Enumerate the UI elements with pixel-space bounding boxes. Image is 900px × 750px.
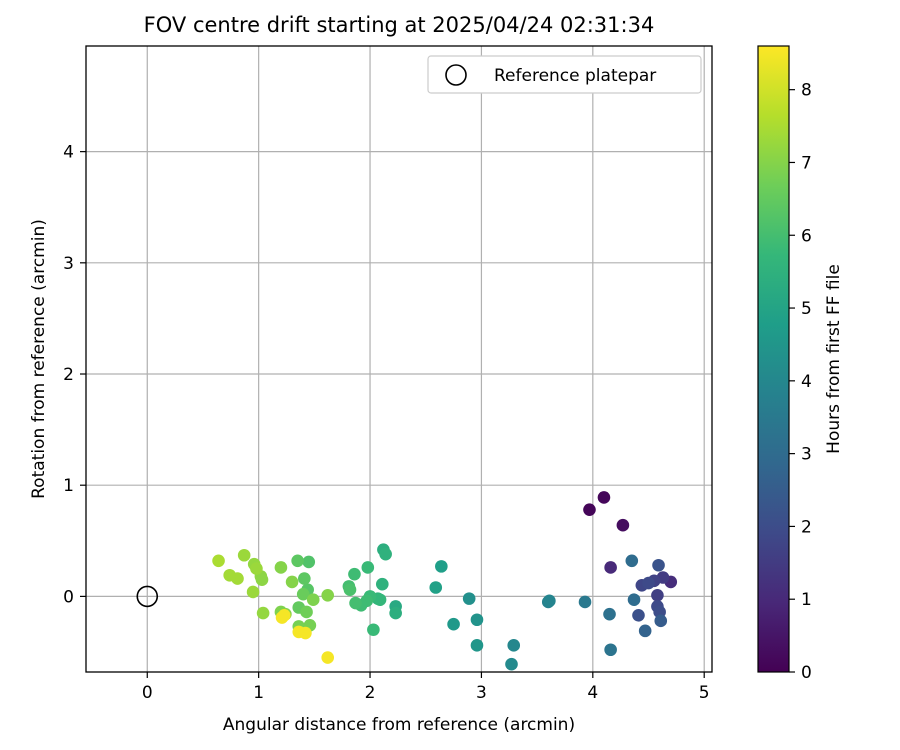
data-point xyxy=(470,639,484,652)
data-point xyxy=(505,657,518,671)
data-point xyxy=(250,562,263,575)
data-point xyxy=(373,593,387,607)
data-point xyxy=(652,558,665,572)
data-point xyxy=(578,595,592,609)
y-tick-label: 0 xyxy=(63,587,74,607)
data-point xyxy=(367,623,380,637)
grid-lines xyxy=(86,46,712,672)
data-point xyxy=(237,548,251,562)
reference-layer xyxy=(136,585,159,608)
data-point xyxy=(447,617,460,631)
x-axis-ticks: 0 1 2 3 4 5 xyxy=(142,672,710,703)
data-point xyxy=(274,561,288,574)
data-point xyxy=(507,639,521,652)
data-point xyxy=(212,554,225,568)
data-point xyxy=(285,575,299,589)
data-point xyxy=(462,592,476,605)
data-point xyxy=(223,568,236,582)
chart-title: FOV centre drift starting at 2025/04/24 … xyxy=(144,13,655,37)
data-point xyxy=(296,587,310,601)
y-axis-label: Rotation from reference (arcmin) xyxy=(29,219,49,499)
x-tick-label: 3 xyxy=(476,683,487,703)
colorbar-tick-label: 2 xyxy=(801,517,812,537)
x-axis-label: Angular distance from reference (arcmin) xyxy=(223,715,575,735)
data-point xyxy=(255,573,269,587)
colorbar-gradient xyxy=(757,45,790,673)
data-point xyxy=(597,491,611,504)
x-tick-label: 2 xyxy=(365,683,376,703)
y-tick-label: 4 xyxy=(63,143,74,163)
colorbar-tick-label: 5 xyxy=(801,299,812,319)
data-point xyxy=(642,576,655,590)
x-tick-label: 5 xyxy=(699,683,710,703)
data-point xyxy=(435,560,448,573)
reference-platepar-marker xyxy=(136,585,159,608)
data-point xyxy=(638,624,652,638)
data-point xyxy=(349,596,362,610)
data-point xyxy=(583,503,596,516)
data-point xyxy=(389,606,402,620)
data-point xyxy=(632,608,645,622)
data-point xyxy=(298,572,311,585)
data-point xyxy=(470,613,484,627)
data-point xyxy=(604,561,617,574)
data-point xyxy=(256,606,270,620)
data-point xyxy=(654,614,668,628)
y-tick-label: 1 xyxy=(63,476,74,496)
data-point xyxy=(348,567,361,581)
y-tick-label: 3 xyxy=(63,254,74,274)
legend-marker-reference xyxy=(445,64,467,86)
data-point xyxy=(321,588,335,602)
x-tick-label: 0 xyxy=(142,683,153,703)
legend-box xyxy=(427,55,702,94)
data-point xyxy=(343,583,357,597)
data-point xyxy=(291,554,304,568)
data-point xyxy=(651,588,664,602)
data-point xyxy=(543,594,556,608)
data-point xyxy=(275,611,289,624)
data-points xyxy=(212,491,678,671)
legend-entry-reference: Reference platepar xyxy=(494,66,656,86)
data-point xyxy=(375,577,389,591)
legend: Reference platepar xyxy=(427,55,702,94)
data-point xyxy=(604,643,617,657)
colorbar-tick-label: 0 xyxy=(801,663,812,683)
y-tick-label: 2 xyxy=(63,365,74,385)
data-point xyxy=(302,555,316,569)
colorbar-tick-label: 1 xyxy=(801,590,812,610)
colorbar-tick-label: 4 xyxy=(801,372,812,392)
data-point xyxy=(616,518,630,532)
data-point xyxy=(321,651,335,664)
data-point xyxy=(429,581,443,594)
data-point xyxy=(300,605,313,619)
x-tick-label: 4 xyxy=(587,683,598,703)
colorbar-tick-label: 6 xyxy=(801,226,812,246)
data-point xyxy=(603,607,616,621)
colorbar-label: Hours from first FF file xyxy=(824,264,844,454)
data-point xyxy=(306,593,320,607)
x-tick-label: 1 xyxy=(253,683,264,703)
y-axis-ticks: 0 1 2 3 4 xyxy=(63,143,86,607)
data-point xyxy=(299,626,312,640)
data-point xyxy=(379,547,392,561)
colorbar-ticks: 0 1 2 3 4 5 6 7 8 xyxy=(789,81,812,683)
colorbar: 0 1 2 3 4 5 6 7 8 Hours from first FF file xyxy=(757,45,844,683)
colorbar-tick-label: 3 xyxy=(801,445,812,465)
data-point xyxy=(361,561,375,574)
colorbar-tick-label: 8 xyxy=(801,81,812,101)
data-point xyxy=(246,585,260,599)
colorbar-tick-label: 7 xyxy=(801,153,812,173)
data-point xyxy=(627,593,641,607)
data-point xyxy=(625,554,639,568)
plot-frame xyxy=(85,45,713,673)
